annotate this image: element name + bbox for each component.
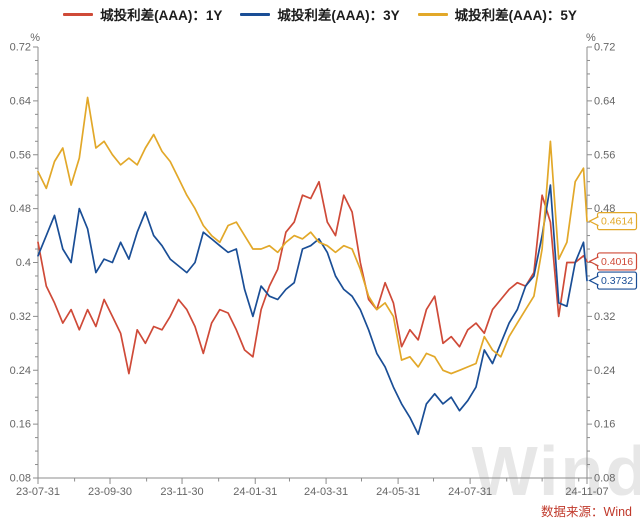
legend-label-5y: 城投利差(AAA)：5Y [454,8,577,23]
series-lines [37,96,588,436]
x-tick-label: 23-11-30 [160,486,203,498]
x-tick-label: 23-09-30 [88,486,132,498]
axes: 0.080.080.160.160.240.240.320.320.40.40.… [10,42,616,499]
legend-line-swatch-5y [417,12,448,16]
y-tick-label-right: 0.64 [594,95,615,107]
y-tick-label-left: 0.4 [16,257,31,269]
y-tick-label-left: 0.32 [10,311,31,323]
y-tick-label-right: 0.56 [594,149,615,161]
series-line-1y [37,180,588,375]
y-axis-unit-left: % [30,32,40,44]
legend-line-swatch-3y [240,12,271,16]
callout-pointer [588,275,599,286]
x-tick-label: 24-05-31 [376,486,420,498]
series-line-3y [37,184,588,436]
last-value-callout-3y: 0.3732 [588,271,638,290]
callout-value: 0.4614 [601,216,633,228]
y-tick-label-right: 0.24 [594,365,615,377]
wind-watermark: Wind [471,432,640,510]
y-tick-label-left: 0.64 [10,95,31,107]
x-tick-label: 23-07-31 [16,486,60,498]
x-tick-label: 24-03-31 [304,486,348,498]
callout-pointer [588,256,599,267]
last-value-callout-5y: 0.4614 [588,212,638,231]
y-tick-label-right: 0.16 [594,419,615,431]
callout-pointer [588,216,599,227]
legend-label-1y: 城投利差(AAA)：1Y [100,8,223,23]
x-tick-label: 24-01-31 [233,486,277,498]
legend-item-1y[interactable]: 城投利差(AAA)：1Y [63,4,222,24]
y-tick-label-left: 0.72 [10,42,31,54]
last-value-callout-1y: 0.4016 [588,252,638,271]
x-tick-label: 24-07-31 [448,486,492,498]
y-tick-label-left: 0.08 [10,473,31,485]
y-tick-label-left: 0.16 [10,419,31,431]
x-tick-label: 24-11-07 [565,486,608,498]
y-tick-label-right: 0.72 [594,42,615,54]
series-line-5y [37,96,588,375]
legend-label-3y: 城投利差(AAA)：3Y [277,8,400,23]
y-axis-unit-right: % [586,32,596,44]
data-source-note: 数据来源：Wind [541,505,632,519]
legend-line-swatch-1y [63,12,94,16]
chart-legend: 城投利差(AAA)：1Y 城投利差(AAA)：3Y 城投利差(AAA)：5Y [0,4,640,24]
callout-value: 0.3732 [601,275,633,287]
last-value-callouts: 0.4016 0.3732 0.4614 [588,212,638,290]
y-tick-label-left: 0.24 [10,365,31,377]
legend-item-3y[interactable]: 城投利差(AAA)：3Y [240,4,400,24]
y-tick-label-right: 0.08 [594,473,615,485]
y-tick-label-left: 0.56 [10,149,31,161]
y-tick-label-right: 0.32 [594,311,615,323]
y-tick-label-left: 0.48 [10,203,31,215]
legend-item-5y[interactable]: 城投利差(AAA)：5Y [417,4,577,24]
callout-value: 0.4016 [601,256,633,268]
